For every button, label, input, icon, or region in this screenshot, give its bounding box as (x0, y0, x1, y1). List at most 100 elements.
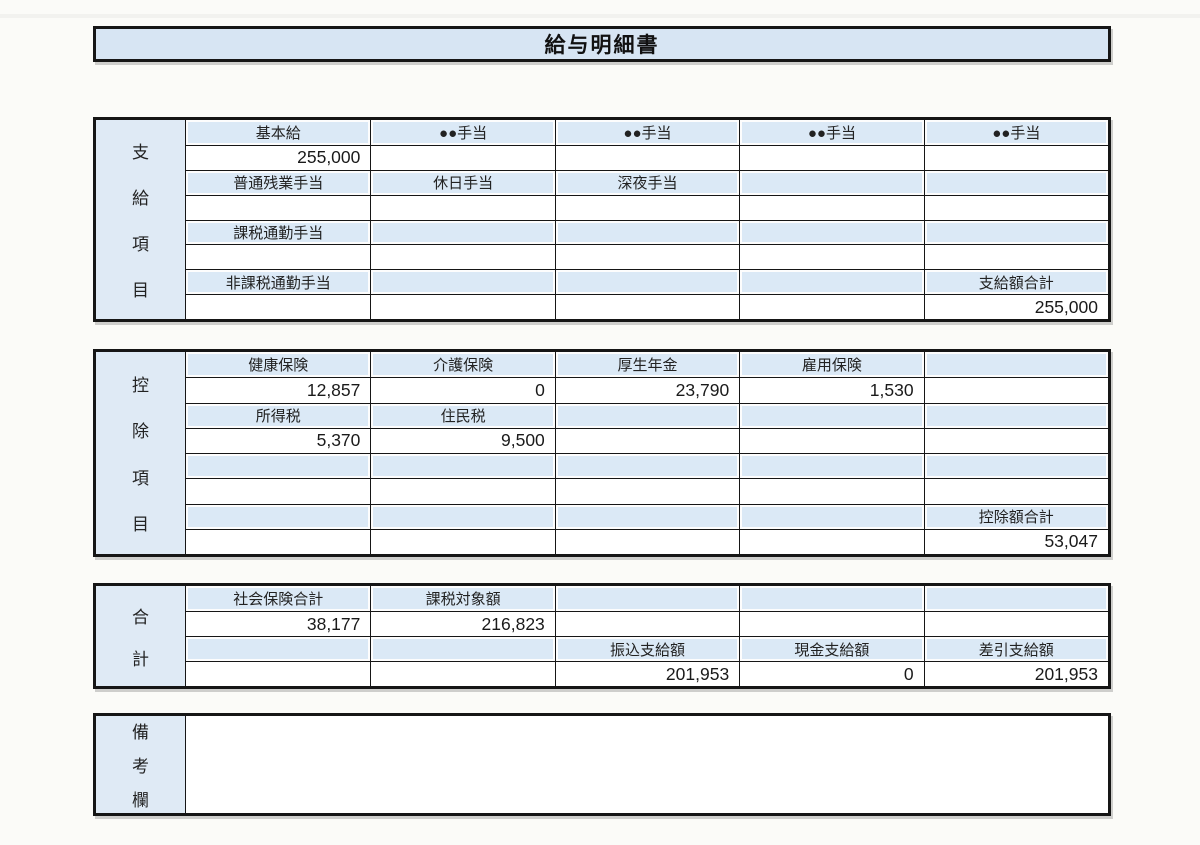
header-cell (739, 219, 924, 245)
value-cell: 1,530 (739, 377, 924, 403)
value-cell: 38,177 (186, 611, 371, 636)
header-cell (186, 636, 371, 661)
totals-grid: 社会保険合計 課税対象額 38,177 216,823 振込支給額 現金支給額 … (186, 586, 1108, 686)
header-cell: 控除額合計 (923, 503, 1108, 529)
header-cell: 所得税 (186, 402, 371, 428)
header-cell (370, 219, 555, 245)
header-cell (739, 269, 924, 295)
header-cell (923, 219, 1108, 245)
value-cell (739, 144, 924, 170)
header-cell (739, 586, 924, 611)
value-cell (186, 194, 371, 220)
value-cell: 255,000 (923, 294, 1108, 319)
header-cell (739, 169, 924, 195)
header-cell (739, 453, 924, 479)
value-cell (923, 244, 1108, 270)
header-cell: ●●手当 (739, 120, 924, 145)
value-cell (186, 478, 371, 504)
value-cell: 53,047 (923, 528, 1108, 554)
value-cell (554, 427, 740, 453)
label-char: 控 (132, 375, 149, 395)
header-cell: 健康保険 (186, 352, 371, 378)
value-cell (739, 294, 924, 319)
value-cell (739, 194, 924, 220)
remarks-section-label: 備 考 欄 (96, 716, 186, 813)
label-char: 支 (132, 143, 149, 163)
remarks-empty-area (186, 716, 1108, 813)
header-cell: 課税通勤手当 (186, 219, 371, 245)
value-cell (739, 611, 924, 636)
payments-section-label: 支 給 項 目 (96, 120, 186, 319)
value-cell (370, 294, 555, 319)
label-char: 合 (132, 607, 149, 627)
header-cell (186, 453, 371, 479)
value-cell (370, 478, 555, 504)
header-cell: 深夜手当 (554, 169, 740, 195)
header-cell: 差引支給額 (923, 636, 1108, 661)
page-title: 給与明細書 (93, 26, 1111, 62)
header-cell (554, 453, 740, 479)
header-cell (739, 402, 924, 428)
header-cell: 介護保険 (370, 352, 555, 378)
header-cell: 振込支給額 (554, 636, 740, 661)
header-cell: 現金支給額 (739, 636, 924, 661)
totals-section-label: 合 計 (96, 586, 186, 686)
header-cell: 住民税 (370, 402, 555, 428)
value-cell (370, 144, 555, 170)
label-char: 除 (132, 422, 149, 442)
header-cell: 課税対象額 (370, 586, 555, 611)
value-cell (554, 144, 740, 170)
value-cell (923, 478, 1108, 504)
value-cell: 12,857 (186, 377, 371, 403)
header-cell: 基本給 (186, 120, 371, 145)
label-char: 考 (132, 757, 149, 776)
header-cell (554, 503, 740, 529)
value-cell (554, 294, 740, 319)
value-cell (923, 144, 1108, 170)
value-cell (923, 427, 1108, 453)
remarks-section: 備 考 欄 (93, 713, 1111, 816)
value-cell (186, 528, 371, 554)
value-cell: 201,953 (554, 661, 740, 686)
value-cell (739, 478, 924, 504)
header-cell (554, 402, 740, 428)
value-cell (554, 194, 740, 220)
header-cell (370, 453, 555, 479)
header-cell: ●●手当 (370, 120, 555, 145)
value-cell: 0 (739, 661, 924, 686)
header-cell (554, 219, 740, 245)
header-cell: 支給額合計 (923, 269, 1108, 295)
value-cell (554, 611, 740, 636)
label-char: 項 (132, 468, 149, 488)
value-cell: 5,370 (186, 427, 371, 453)
deductions-section: 控 除 項 目 健康保険 介護保険 厚生年金 雇用保険 12,857 0 23,… (93, 349, 1111, 557)
label-char: 計 (132, 649, 149, 669)
value-cell (923, 611, 1108, 636)
value-cell (370, 194, 555, 220)
header-cell: 社会保険合計 (186, 586, 371, 611)
header-cell (370, 503, 555, 529)
value-cell (554, 478, 740, 504)
value-cell (186, 244, 371, 270)
header-cell: 厚生年金 (554, 352, 740, 378)
label-char: 目 (132, 515, 149, 535)
value-cell (554, 244, 740, 270)
value-cell (923, 194, 1108, 220)
deductions-section-label: 控 除 項 目 (96, 352, 186, 554)
value-cell (739, 427, 924, 453)
totals-section: 合 計 社会保険合計 課税対象額 38,177 216,823 振込支給額 現金… (93, 583, 1111, 689)
label-char: 給 (132, 189, 149, 209)
header-cell (370, 636, 555, 661)
label-char: 備 (132, 723, 149, 742)
deductions-grid: 健康保険 介護保険 厚生年金 雇用保険 12,857 0 23,790 1,53… (186, 352, 1108, 554)
header-cell (923, 402, 1108, 428)
value-cell (739, 244, 924, 270)
payments-section: 支 給 項 目 基本給 ●●手当 ●●手当 ●●手当 ●●手当 255,000 … (93, 117, 1111, 322)
label-char: 目 (132, 280, 149, 300)
value-cell (923, 377, 1108, 403)
value-cell: 255,000 (186, 144, 371, 170)
header-cell: 普通残業手当 (186, 169, 371, 195)
scan-artifact-line (0, 14, 1200, 18)
value-cell: 216,823 (370, 611, 555, 636)
value-cell: 201,953 (923, 661, 1108, 686)
